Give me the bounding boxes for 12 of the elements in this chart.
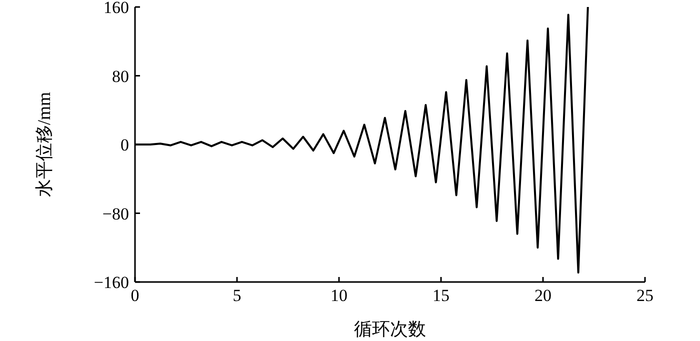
x-tick-label: 5 xyxy=(232,286,242,305)
x-axis-title: 循环次数 xyxy=(354,319,426,339)
x-tick-label: 20 xyxy=(534,286,552,305)
y-axis-title: 水平位移/mm xyxy=(34,92,54,198)
y-tick-label: −80 xyxy=(102,204,129,224)
y-tick-label: 80 xyxy=(112,66,129,86)
x-tick-label: 10 xyxy=(330,286,348,305)
y-tick-label: −160 xyxy=(94,273,129,292)
y-tick-label: 0 xyxy=(120,136,129,154)
x-tick-label: 15 xyxy=(432,286,450,305)
x-tick-label: 25 xyxy=(636,286,654,305)
y-tick-label: 160 xyxy=(104,0,129,17)
